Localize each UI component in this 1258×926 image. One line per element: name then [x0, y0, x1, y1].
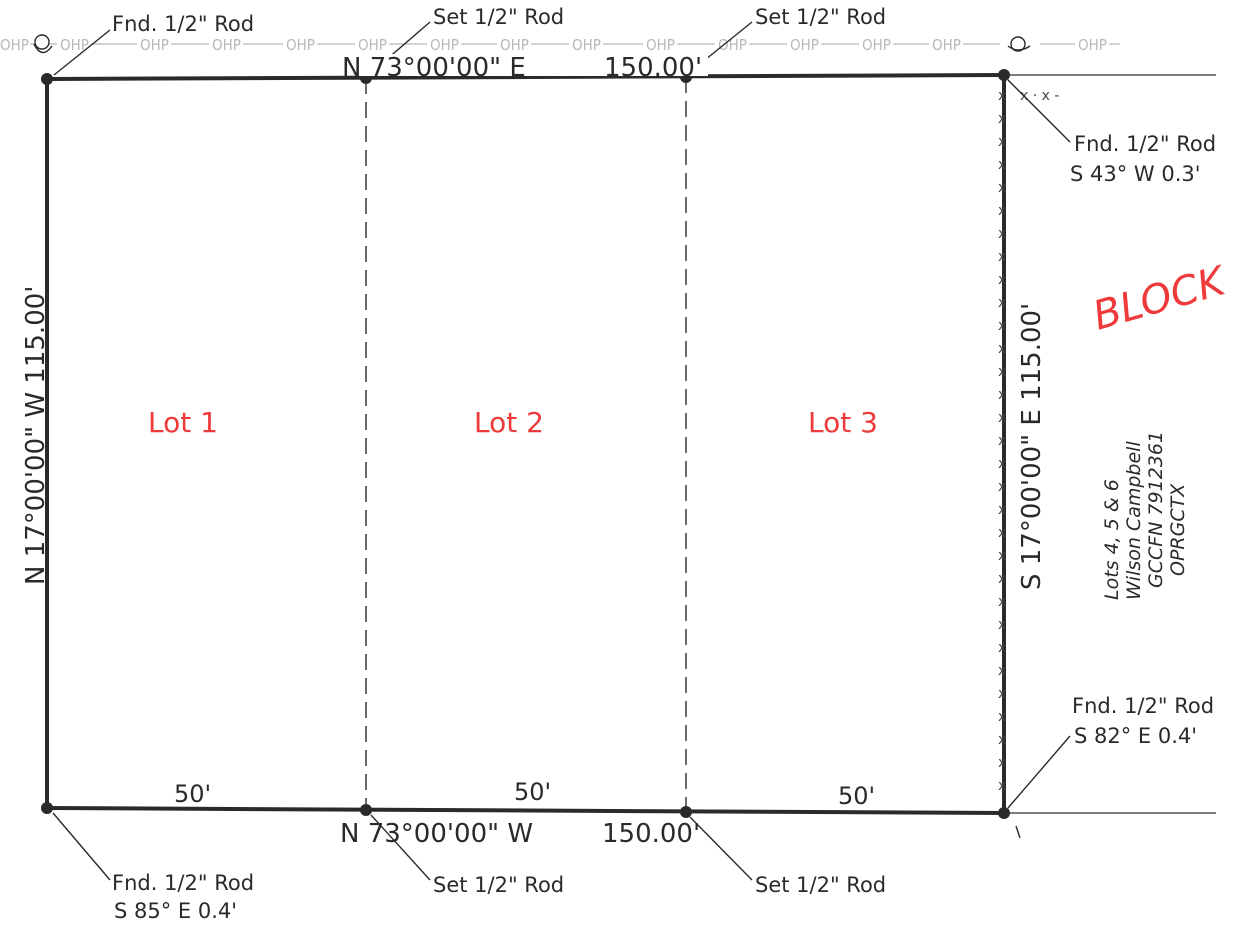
ohp-label: OHP	[572, 36, 601, 54]
monument-nw	[41, 73, 53, 85]
monument-sw	[41, 802, 53, 814]
lot2-frontage: 50'	[514, 778, 551, 806]
fence-x-mark: x	[998, 295, 1006, 311]
fence-x-mark: x	[998, 433, 1006, 449]
ohp-label: OHP	[646, 36, 675, 54]
label-ne-rod: Fnd. 1/2" Rod	[1074, 132, 1216, 156]
monument-s2	[680, 806, 692, 818]
fence-x-mark: x	[998, 663, 1006, 679]
fence-x-mark: x	[998, 341, 1006, 357]
ohp-label: OHP	[430, 36, 459, 54]
fence-x-mark: x	[998, 594, 1006, 610]
monument-se	[998, 807, 1010, 819]
label-s1-rod: Set 1/2" Rod	[433, 873, 564, 897]
fence-x-mark: x	[998, 525, 1006, 541]
ohp-label: OHP	[932, 36, 961, 54]
label-ne-offset: S 43° W 0.3'	[1070, 162, 1201, 186]
fence-x-mark: x	[998, 755, 1006, 771]
lot-3-label: Lot 3	[808, 406, 878, 439]
west-bearing-distance: N 17°00'00" W 115.00'	[21, 286, 51, 585]
fence-x-mark: x	[998, 640, 1006, 656]
north-bearing: N 73°00'00" E	[342, 53, 526, 83]
fence-x-mark: x	[998, 88, 1006, 104]
label-se-rod: Fnd. 1/2" Rod	[1072, 694, 1214, 718]
fence-x-mark: x	[998, 249, 1006, 265]
label-nw-rod: Fnd. 1/2" Rod	[112, 12, 254, 36]
block-stamp: BLOCK	[1088, 258, 1232, 340]
ohp-label: OHP	[790, 36, 819, 54]
fence-x-mark: x	[998, 479, 1006, 495]
fence-x-mark: x	[998, 732, 1006, 748]
lot1-frontage: 50'	[174, 780, 211, 808]
label-sw-offset: S 85° E 0.4'	[114, 899, 237, 923]
adjoiner-owner: Wilson Campbell	[1123, 441, 1145, 600]
label-n2-rod: Set 1/2" Rod	[755, 5, 886, 29]
adjoiner-lots: Lots 4, 5 & 6	[1101, 479, 1123, 600]
north-distance: 150.00'	[604, 53, 702, 83]
monument-s1	[360, 804, 372, 816]
leader-lines	[52, 21, 1071, 881]
fence-x-mark: x	[998, 111, 1006, 127]
ohp-label: OHP	[1078, 36, 1107, 54]
fence-x-mark: x	[998, 226, 1006, 242]
overhead-power-line: OHP OHP OHP OHP OHP OHP OHP OHP OHP OHP OHP OHP OHP…	[0, 34, 1120, 54]
ohp-label: OHP	[718, 36, 747, 54]
fence-x-mark: x	[998, 157, 1006, 173]
ohp-label: OHP	[140, 36, 169, 54]
north-boundary-line	[46, 73, 1005, 81]
adjoiner-record: GCCFN 7912361	[1145, 431, 1167, 588]
ohp-label: OHP	[60, 36, 89, 54]
fence-segment-label: x · x -	[1020, 88, 1059, 104]
fence-x-mark: x	[998, 364, 1006, 380]
monuments	[41, 69, 1010, 819]
fence-x-mark: x	[998, 387, 1006, 403]
south-bearing: N 73°00'00" W	[340, 819, 533, 849]
ohp-label: OHP	[212, 36, 241, 54]
ohp-label: OHP	[286, 36, 315, 54]
fence-x-mark: x	[998, 617, 1006, 633]
power-pole-west-icon	[33, 34, 53, 54]
east-bearing-distance: S 17°00'00" E 115.00'	[1017, 303, 1047, 590]
fence-x-mark: x	[998, 686, 1006, 702]
adjoiner-info: Lots 4, 5 & 6 Wilson Campbell GCCFN 7912…	[1101, 431, 1189, 600]
fence-x-mark: x	[998, 203, 1006, 219]
label-s2-rod: Set 1/2" Rod	[755, 873, 886, 897]
fence-x-mark: x	[998, 571, 1006, 587]
ohp-label: OHP	[862, 36, 891, 54]
lot-1-label: Lot 1	[148, 406, 218, 439]
lot3-frontage: 50'	[838, 782, 875, 810]
ohp-label: OHP	[500, 36, 529, 54]
fence-x-mark: x	[998, 548, 1006, 564]
fence-x-mark: x	[998, 272, 1006, 288]
ohp-label: OHP	[358, 36, 387, 54]
fence-x-mark: x	[998, 134, 1006, 150]
label-sw-rod: Fnd. 1/2" Rod	[112, 871, 254, 895]
fence-x-mark: x	[998, 456, 1006, 472]
fence-x-mark: x	[998, 318, 1006, 334]
property-boundary	[45, 73, 1006, 815]
fence-x-mark: x	[998, 502, 1006, 518]
lot-2-label: Lot 2	[474, 406, 544, 439]
label-n1-rod: Set 1/2" Rod	[433, 5, 564, 29]
fence-x-mark: x	[998, 180, 1006, 196]
south-boundary-line	[46, 806, 1005, 815]
monument-ne	[998, 69, 1010, 81]
fence-x-mark: x	[998, 778, 1006, 794]
power-pole-east-icon	[1000, 34, 1040, 54]
label-se-offset: S 82° E 0.4'	[1074, 724, 1197, 748]
fence-x-mark: x	[998, 410, 1006, 426]
fence-x-mark: x	[998, 709, 1006, 725]
ohp-start-label: OHP	[0, 36, 29, 54]
adjoiner-county-record: OPRGCTX	[1167, 483, 1189, 576]
south-distance: 150.00'	[602, 819, 700, 849]
